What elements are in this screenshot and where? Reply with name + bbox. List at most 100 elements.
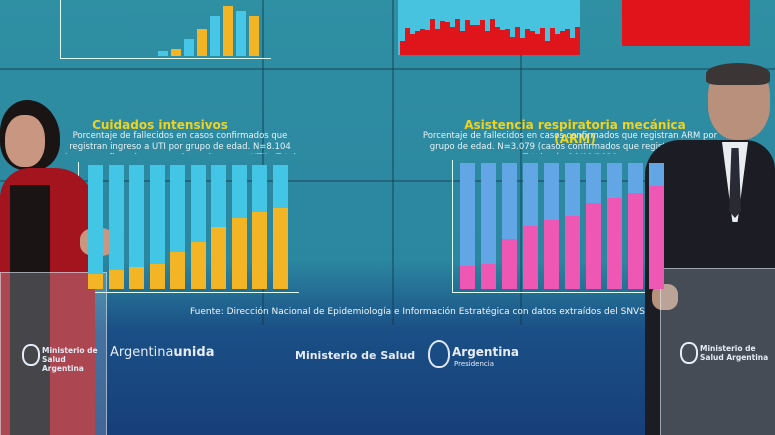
bar xyxy=(555,33,560,55)
bar xyxy=(470,24,475,55)
bar-segment xyxy=(88,165,103,275)
bar xyxy=(485,31,490,55)
bar xyxy=(450,27,455,55)
panel-subtitle: Porcentaje de fallecidos en casos confir… xyxy=(64,131,296,154)
bar-segment xyxy=(211,227,226,289)
bar xyxy=(530,31,535,55)
tile-seam xyxy=(0,180,775,182)
bar xyxy=(540,27,545,55)
bar xyxy=(520,38,525,55)
bar xyxy=(535,33,540,55)
bar xyxy=(500,30,505,55)
bar-segment xyxy=(523,226,538,289)
bar-segment xyxy=(544,163,559,220)
bar-segment xyxy=(190,165,206,242)
bar xyxy=(410,33,415,55)
bar-segment xyxy=(252,212,267,289)
bar xyxy=(510,36,515,55)
speaker-face xyxy=(5,115,45,167)
bar-segment xyxy=(481,263,496,289)
speaker-tie xyxy=(729,148,741,218)
bar xyxy=(460,31,465,55)
bar xyxy=(475,24,480,55)
speaker-hair xyxy=(706,63,770,85)
bar-segment xyxy=(523,163,538,226)
bar-segment xyxy=(170,251,185,289)
bar-segment xyxy=(149,264,165,289)
bar-segment xyxy=(149,165,165,265)
bar-segment xyxy=(628,193,643,289)
bar-segment xyxy=(129,165,144,267)
bar xyxy=(249,16,259,56)
bar-segment xyxy=(649,163,664,186)
bar-segment xyxy=(565,163,580,216)
bar xyxy=(425,29,430,55)
podium-label: Ministerio de Salud Argentina xyxy=(700,344,769,362)
bar-segment xyxy=(108,270,124,289)
brand-text: Argentina xyxy=(110,345,174,360)
tile-seam xyxy=(0,68,775,70)
bar-segment xyxy=(607,198,622,289)
bar xyxy=(197,28,207,56)
panel-subtitle: Porcentaje de fallecidos en casos confir… xyxy=(422,131,718,154)
bar-segment xyxy=(88,274,103,289)
bar xyxy=(545,40,550,55)
bar-segment xyxy=(211,165,226,227)
emblem xyxy=(428,340,450,368)
bar xyxy=(440,21,445,55)
bar-segment xyxy=(586,203,601,289)
bar-segment xyxy=(544,219,559,289)
tile-seam xyxy=(392,0,394,325)
bar xyxy=(455,19,460,55)
podium xyxy=(0,272,107,435)
bar-segment xyxy=(481,163,496,264)
panel-title: Asistencia respiratoria mecánica (ARM) xyxy=(464,118,686,146)
bar xyxy=(550,27,555,55)
bar-segment xyxy=(502,163,517,239)
bar-segment xyxy=(460,163,475,267)
bar xyxy=(570,37,575,55)
bar-segment xyxy=(170,165,185,252)
bar-segment xyxy=(252,165,267,213)
bar xyxy=(490,19,495,55)
bar xyxy=(415,31,420,55)
bar-segment xyxy=(190,241,206,289)
bar-segment xyxy=(649,185,664,289)
podium-label: Ministerio de Salud Argentina xyxy=(42,346,98,373)
emblem xyxy=(22,344,40,366)
bar xyxy=(405,27,410,55)
bar-segment xyxy=(129,266,144,289)
bar xyxy=(480,19,485,55)
bar xyxy=(515,27,520,55)
presidency: Argentina xyxy=(452,345,519,359)
bar-segment xyxy=(607,163,622,199)
emblem xyxy=(680,342,698,364)
bar xyxy=(158,51,168,56)
bar xyxy=(420,28,425,55)
tile-seam xyxy=(520,0,522,325)
bar xyxy=(560,31,565,55)
bar xyxy=(236,11,246,56)
bar xyxy=(435,28,440,55)
bar xyxy=(505,29,510,55)
bar-segment xyxy=(272,165,288,209)
bar xyxy=(445,22,450,55)
chart-frame xyxy=(452,160,671,293)
bar xyxy=(565,28,570,55)
bar xyxy=(223,6,233,56)
panel-title: Cuidados intensivos xyxy=(92,118,228,132)
ministry: Ministerio de Salud xyxy=(295,349,416,362)
bar xyxy=(184,38,194,56)
bar xyxy=(400,41,405,55)
bar xyxy=(430,19,435,55)
top-chart-right xyxy=(622,0,750,46)
bar-segment xyxy=(108,165,124,271)
bar xyxy=(495,27,500,55)
brand-text: unida xyxy=(173,345,215,360)
tile-seam xyxy=(262,0,264,325)
brand: Argentinaunida xyxy=(110,345,214,360)
bar xyxy=(575,27,580,55)
presidency-sub: Presidencia xyxy=(454,360,494,368)
bar-segment xyxy=(231,165,247,219)
